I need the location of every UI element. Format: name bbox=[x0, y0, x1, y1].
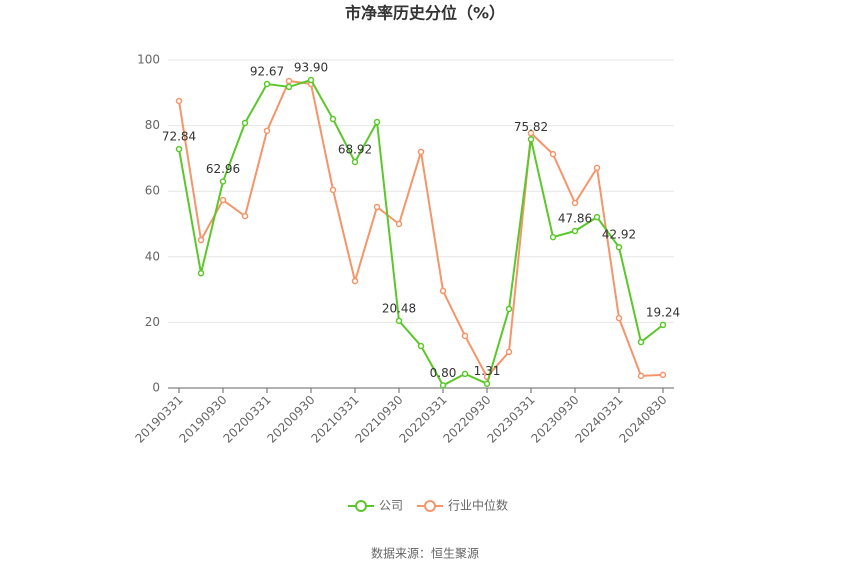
y-tick-label: 40 bbox=[145, 249, 160, 263]
data-point bbox=[417, 148, 425, 156]
data-point bbox=[571, 227, 579, 235]
data-point bbox=[241, 119, 249, 127]
data-point bbox=[307, 76, 315, 84]
data-point bbox=[615, 314, 623, 322]
data-point bbox=[549, 233, 557, 241]
data-point bbox=[351, 277, 359, 285]
data-point bbox=[329, 115, 337, 123]
data-point bbox=[659, 321, 667, 329]
chart-title: 市净率历史分位（%） bbox=[345, 4, 505, 23]
data-point bbox=[241, 212, 249, 220]
data-point bbox=[175, 97, 183, 105]
data-point bbox=[197, 269, 205, 277]
data-point bbox=[285, 83, 293, 91]
data-point bbox=[395, 220, 403, 228]
data-label: 47.86 bbox=[558, 212, 592, 226]
data-point bbox=[461, 332, 469, 340]
data-point bbox=[197, 236, 205, 244]
data-point bbox=[175, 145, 183, 153]
source-note: 数据来源：恒生聚源 bbox=[371, 546, 479, 561]
data-label: 0.80 bbox=[430, 366, 457, 380]
data-point bbox=[637, 372, 645, 380]
data-point bbox=[263, 127, 271, 135]
data-point bbox=[351, 158, 359, 166]
legend-label: 行业中位数 bbox=[448, 498, 508, 513]
data-label: 72.84 bbox=[162, 130, 196, 144]
data-point bbox=[505, 305, 513, 313]
data-label: 19.24 bbox=[646, 305, 680, 319]
data-point bbox=[373, 203, 381, 211]
data-point bbox=[593, 164, 601, 172]
data-label: 68.92 bbox=[338, 142, 372, 156]
data-point bbox=[527, 129, 535, 137]
data-point bbox=[615, 243, 623, 251]
data-point bbox=[505, 348, 513, 356]
data-point bbox=[329, 186, 337, 194]
data-point bbox=[439, 287, 447, 295]
data-point bbox=[219, 196, 227, 204]
y-tick-label: 0 bbox=[152, 381, 160, 395]
data-point bbox=[461, 370, 469, 378]
data-point bbox=[571, 199, 579, 207]
legend-marker bbox=[424, 500, 437, 512]
x-tick-label: 20240830 bbox=[617, 393, 670, 446]
data-label: 92.67 bbox=[250, 65, 284, 79]
legend-label: 公司 bbox=[379, 499, 403, 513]
y-tick-label: 60 bbox=[145, 184, 160, 198]
data-point bbox=[549, 150, 557, 158]
data-point bbox=[219, 178, 227, 185]
data-point bbox=[417, 342, 425, 350]
y-tick-label: 100 bbox=[137, 53, 160, 67]
data-point bbox=[439, 382, 447, 389]
data-point bbox=[483, 380, 491, 387]
data-point bbox=[527, 136, 535, 143]
data-label: 20.48 bbox=[382, 301, 416, 315]
legend-marker bbox=[355, 500, 367, 512]
data-point bbox=[659, 371, 667, 379]
data-point bbox=[593, 213, 601, 221]
data-point bbox=[263, 80, 271, 88]
data-label: 1.31 bbox=[474, 364, 501, 378]
y-tick-label: 80 bbox=[145, 118, 160, 132]
data-label: 62.96 bbox=[206, 162, 240, 176]
data-label: 93.90 bbox=[294, 61, 328, 75]
data-point bbox=[373, 118, 381, 126]
y-tick-label: 20 bbox=[145, 315, 160, 329]
data-label: 42.92 bbox=[602, 228, 636, 242]
data-label: 75.82 bbox=[514, 120, 548, 134]
data-point bbox=[395, 317, 403, 325]
data-point bbox=[637, 338, 645, 346]
data-point bbox=[285, 77, 293, 85]
